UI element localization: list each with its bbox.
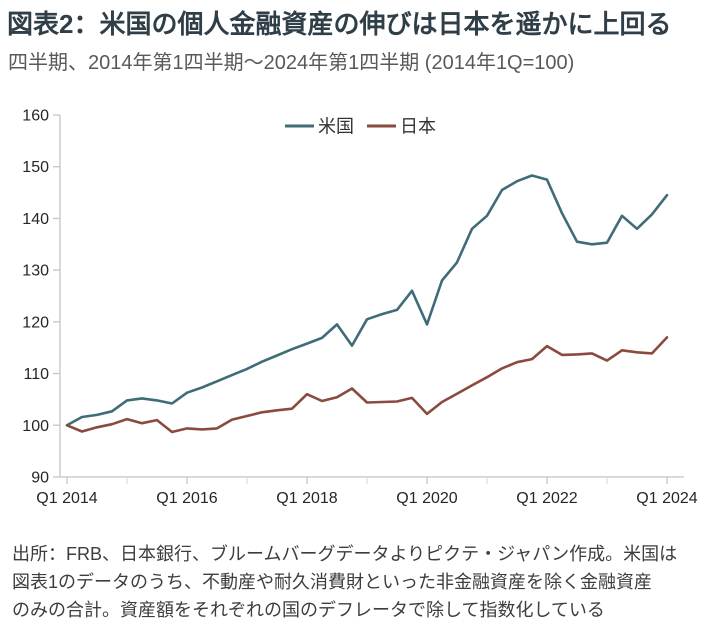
line-chart-svg: 90 100 110 120 130 140 150 160 Q1 2014 Q1 2016 Q1 … (22, 108, 697, 507)
y-tick-label: 90 (31, 469, 49, 486)
x-tick-label: Q1 2014 (36, 490, 97, 507)
source-note-line: のみの合計。資産額をそれぞれの国のデフレータで除して指数化している (12, 600, 605, 620)
y-tick-label: 110 (23, 366, 49, 383)
legend-label-japan: 日本 (400, 117, 436, 137)
chart-figure-subtitle: 四半期、2014年第1四半期～2024年第1四半期 (2014年1Q=100) (8, 52, 575, 74)
y-tick-label: 140 (22, 211, 49, 228)
x-tick-label: Q1 2018 (276, 490, 337, 507)
chart-figure-title: 図表2：米国の個人金融資産の伸びは日本を遥かに上回る (7, 9, 672, 39)
series-line-us (65, 174, 669, 427)
series-line-japan (65, 336, 669, 434)
y-tick-label: 150 (22, 159, 49, 176)
legend-label-us: 米国 (318, 117, 354, 137)
x-tick-label: Q1 2024 (636, 490, 697, 507)
source-note-line: 出所：FRB、日本銀行、ブルームバーグデータよりピクテ・ジャパン作成。米国は (12, 544, 678, 564)
source-note: 出所：FRB、日本銀行、ブルームバーグデータよりピクテ・ジャパン作成。米国は 図… (12, 540, 714, 624)
source-note-line: 図表1のデータのうち、不動産や耐久消費財といった非金融資産を除く金融資産 (12, 572, 653, 592)
x-tick-label: Q1 2016 (156, 490, 217, 507)
x-tick-label: Q1 2022 (516, 490, 577, 507)
y-tick-label: 100 (22, 418, 49, 435)
chart-area: 90 100 110 120 130 140 150 160 Q1 2014 Q1 2016 Q1 … (0, 88, 724, 518)
y-tick-label: 130 (22, 263, 49, 280)
x-tick-label: Q1 2020 (396, 490, 457, 507)
y-tick-label: 120 (22, 314, 49, 331)
y-tick-label: 160 (22, 108, 49, 125)
